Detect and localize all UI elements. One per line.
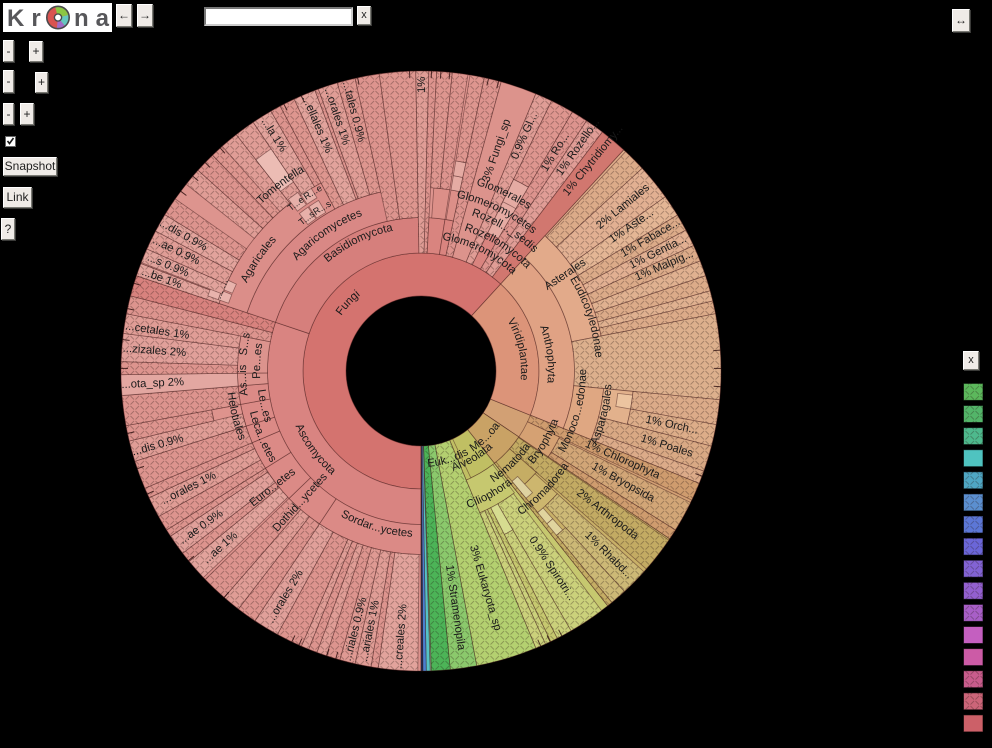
svg-text:na: na xyxy=(74,5,112,32)
svg-text:Kr: Kr xyxy=(7,5,48,32)
svg-text:Pe...es: Pe...es xyxy=(251,342,265,379)
svg-text:...ota_sp 2%: ...ota_sp 2% xyxy=(121,376,184,391)
svg-text:1%: 1% xyxy=(416,77,428,93)
svg-text:...zizales 2%: ...zizales 2% xyxy=(122,343,186,360)
svg-text:⋮: ⋮ xyxy=(220,278,232,291)
svg-text:⋮: ⋮ xyxy=(216,289,228,302)
svg-text:As...is: As...is xyxy=(237,364,251,396)
svg-text:...creales 2%: ...creales 2% xyxy=(393,604,410,670)
